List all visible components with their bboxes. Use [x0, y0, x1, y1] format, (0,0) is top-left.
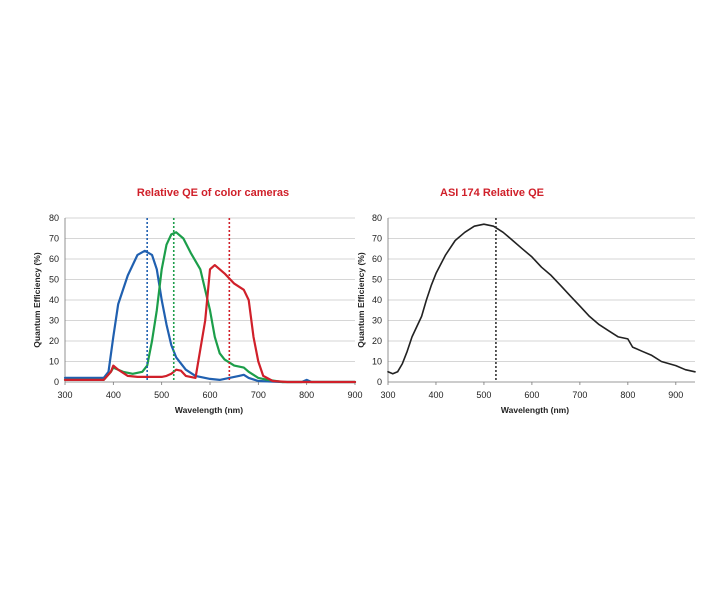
x-tick-label: 900 [668, 390, 683, 400]
x-tick-label: 800 [620, 390, 635, 400]
x-axis-label: Wavelength (nm) [175, 405, 243, 415]
y-tick-label: 40 [372, 295, 382, 305]
chart-color-cameras: Relative QE of color cameras Wavelength … [32, 187, 363, 415]
series-line-asi-174 [387, 223, 696, 375]
x-tick-label: 600 [524, 390, 539, 400]
chart-title: ASI 174 Relative QE [440, 187, 544, 199]
x-tick-label: 600 [202, 390, 217, 400]
series-line-blue [63, 249, 357, 384]
chart-title: Relative QE of color cameras [137, 187, 289, 199]
y-tick-label: 30 [49, 316, 59, 326]
y-tick-label: 20 [49, 336, 59, 346]
x-tick-label: 500 [154, 390, 169, 400]
y-tick-label: 70 [372, 234, 382, 244]
x-tick-label: 300 [380, 390, 395, 400]
series-line-red [63, 264, 357, 384]
y-tick-label: 0 [54, 377, 59, 387]
y-tick-label: 50 [372, 275, 382, 285]
x-tick-label: 500 [476, 390, 491, 400]
y-axis-label: Quantum Efficiency (%) [356, 252, 366, 348]
x-tick-label: 300 [57, 390, 72, 400]
x-tick-label: 400 [428, 390, 443, 400]
y-tick-label: 70 [49, 234, 59, 244]
y-tick-label: 60 [49, 254, 59, 264]
x-tick-label: 800 [299, 390, 314, 400]
x-tick-label: 700 [251, 390, 266, 400]
y-tick-label: 20 [372, 336, 382, 346]
y-tick-label: 10 [372, 357, 382, 367]
y-tick-label: 50 [49, 275, 59, 285]
y-axis-label: Quantum Efficiency (%) [32, 252, 42, 348]
x-axis-label: Wavelength (nm) [501, 405, 569, 415]
x-tick-label: 700 [572, 390, 587, 400]
y-tick-label: 0 [377, 377, 382, 387]
chart-asi174: ASI 174 Relative QE Wavelength (nm) Quan… [356, 187, 696, 415]
y-tick-label: 60 [372, 254, 382, 264]
y-tick-label: 10 [49, 357, 59, 367]
y-tick-label: 40 [49, 295, 59, 305]
x-tick-label: 400 [106, 390, 121, 400]
x-tick-label: 900 [347, 390, 362, 400]
y-tick-label: 30 [372, 316, 382, 326]
series-line-green [63, 231, 357, 384]
y-tick-label: 80 [372, 213, 382, 223]
y-tick-label: 80 [49, 213, 59, 223]
